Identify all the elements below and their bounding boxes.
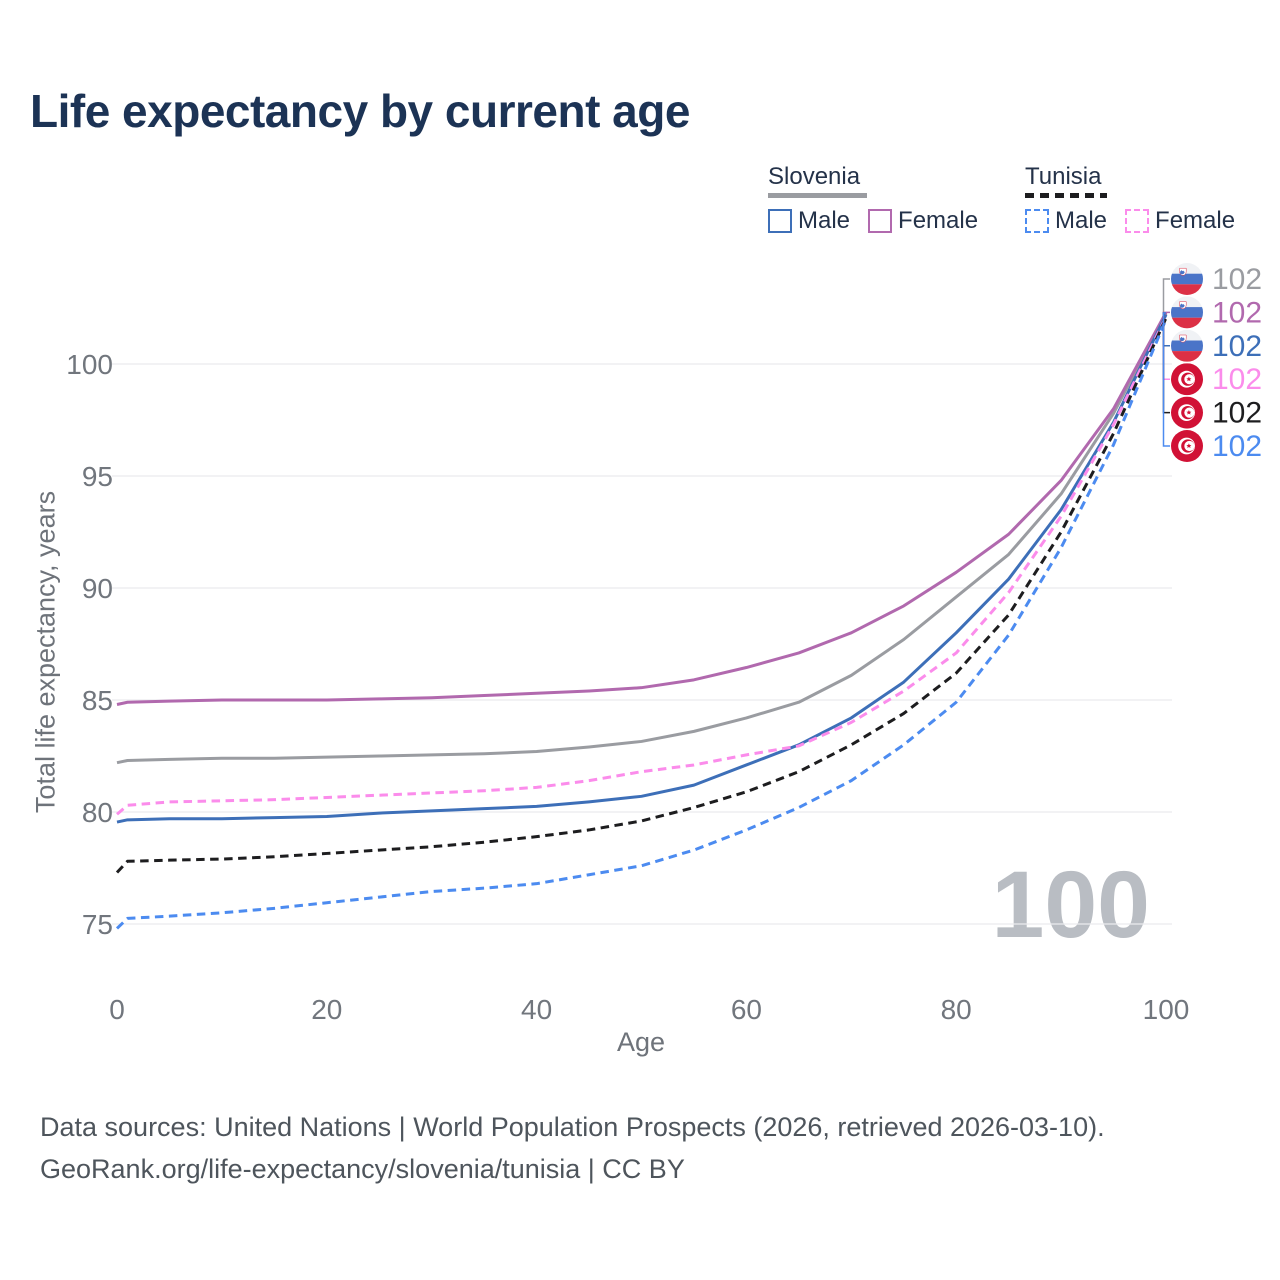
x-tick-100: 100: [1143, 994, 1190, 1025]
x-tick-60: 60: [731, 994, 762, 1025]
footer-data-sources: Data sources: United Nations | World Pop…: [40, 1112, 1105, 1142]
tunisia-flag-icon: [1171, 430, 1203, 462]
series-line-slovenia-both-sexes-: [116, 312, 1168, 765]
series-lines: [115, 311, 1168, 930]
x-tick-40: 40: [521, 994, 552, 1025]
legend-label-tunisia-female: Female: [1155, 206, 1236, 234]
series-line-slovenia-male: [116, 314, 1168, 824]
series-line-tunisia-female: [116, 316, 1168, 816]
end-label-connector-tunisia-both-sexes-: [1162, 312, 1170, 414]
gridlines: [112, 363, 1172, 925]
slovenia-flag-icon: [1171, 330, 1203, 362]
legend-country-tunisia: Tunisia: [1025, 163, 1102, 190]
hover-age-watermark: 100: [991, 852, 1150, 958]
y-tick-90: 90: [82, 573, 113, 604]
legend-country-slovenia: Slovenia: [768, 163, 861, 190]
y-axis-title: Total life expectancy, years: [30, 490, 61, 814]
end-label-value-tunisia-male: 102: [1212, 430, 1262, 463]
end-label-connector-slovenia-both-sexes-: [1162, 278, 1170, 314]
tunisia-flag-icon: [1171, 363, 1203, 396]
legend-group-tunisia: Tunisia Male Female: [1025, 163, 1253, 235]
x-tick-20: 20: [311, 994, 342, 1025]
end-label-value-tunisia-female: 102: [1212, 363, 1262, 396]
end-label-value-slovenia-both-sexes-: 102: [1212, 263, 1262, 296]
page-title: Life expectancy by current age: [30, 85, 690, 137]
y-tick-85: 85: [82, 685, 113, 716]
end-label-value-slovenia-female: 102: [1212, 296, 1262, 329]
legend-label-slovenia-male: Male: [798, 206, 851, 234]
end-label-value-tunisia-both-sexes-: 102: [1212, 397, 1262, 430]
legend-line-swatch-slovenia-total: [768, 193, 867, 198]
x-tick-0: 0: [109, 994, 125, 1025]
y-tick-100: 100: [66, 349, 113, 380]
series-line-tunisia-male: [115, 318, 1168, 930]
series-line-tunisia-both-sexes-: [115, 317, 1168, 874]
y-tick-95: 95: [82, 461, 113, 492]
legend-item-tunisia-female[interactable]: Female: [1125, 207, 1235, 235]
tunisia-flag-icon: [1171, 396, 1203, 429]
x-axis-title: Age: [616, 1027, 666, 1057]
footer-attribution: GeoRank.org/life-expectancy/slovenia/tun…: [40, 1154, 685, 1184]
slovenia-flag-icon: [1171, 263, 1203, 295]
legend-group-slovenia: Slovenia Male Female: [768, 163, 996, 235]
legend-swatch-slovenia-female: [868, 208, 893, 233]
series-line-slovenia-female: [116, 311, 1168, 706]
y-tick-75: 75: [82, 909, 113, 940]
legend-item-slovenia-female[interactable]: Female: [868, 207, 978, 235]
end-label-value-slovenia-male: 102: [1212, 330, 1262, 363]
legend-label-tunisia-male: Male: [1055, 206, 1108, 234]
legend-swatch-slovenia-male: [768, 208, 792, 233]
x-tick-80: 80: [941, 994, 972, 1025]
legend-label-slovenia-female: Female: [898, 206, 979, 234]
slovenia-flag-icon: [1171, 296, 1203, 328]
footer: Data sources: United Nations | World Pop…: [40, 1106, 1105, 1190]
legend-item-tunisia-male[interactable]: Male: [1025, 207, 1107, 235]
legend-swatch-tunisia-male: [1025, 208, 1049, 233]
y-tick-80: 80: [82, 797, 113, 828]
legend-swatch-tunisia-female: [1125, 208, 1150, 233]
legend-item-slovenia-male[interactable]: Male: [768, 207, 850, 235]
legend-line-swatch-tunisia-total: [1025, 193, 1107, 198]
axis-ticks: 75 80 85 90 95 100 0 20 40 60 80 100: [66, 349, 1189, 1025]
end-label-connector-tunisia-male: [1162, 312, 1170, 447]
